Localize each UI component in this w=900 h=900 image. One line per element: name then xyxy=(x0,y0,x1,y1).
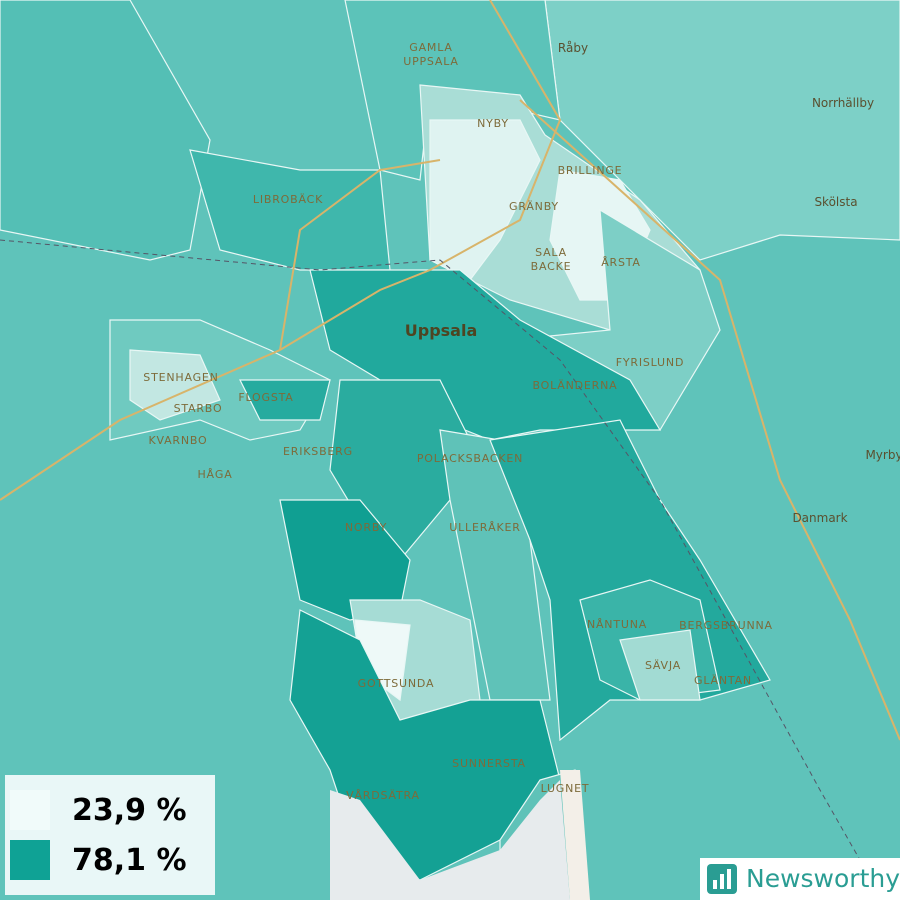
place-label: HÅGA xyxy=(197,468,232,481)
place-label: SALA xyxy=(535,246,567,259)
district xyxy=(309,269,662,441)
place-label: ULLERÅKER xyxy=(449,521,520,534)
place-label: Myrby xyxy=(865,448,900,462)
place-label: STENHAGEN xyxy=(143,371,218,384)
legend-label: 23,9 % xyxy=(72,793,187,828)
place-label: Danmark xyxy=(792,511,847,525)
legend-swatch xyxy=(10,840,50,880)
legend-label: 78,1 % xyxy=(72,843,187,878)
place-label: SUNNERSTA xyxy=(452,757,526,770)
district xyxy=(544,0,900,261)
road xyxy=(519,99,900,741)
place-label: GLÄNTAN xyxy=(694,674,752,687)
place-label: SÄVJA xyxy=(645,659,681,672)
district xyxy=(0,0,211,261)
place-label: GAMLA xyxy=(409,41,452,54)
place-label: ÅRSTA xyxy=(601,256,641,269)
logo-bar xyxy=(727,869,731,889)
place-label: Råby xyxy=(558,41,588,55)
place-label: NÅNTUNA xyxy=(587,618,647,631)
district xyxy=(429,119,541,281)
brand-logo: Newsworthy xyxy=(700,858,900,900)
place-label: FYRISLUND xyxy=(616,356,684,369)
place-label: NORBY xyxy=(345,521,387,534)
district xyxy=(239,379,331,421)
road xyxy=(279,159,441,351)
place-label: UPPSALA xyxy=(403,55,459,68)
legend-swatch xyxy=(10,790,50,830)
place-label: GRÄNBY xyxy=(509,200,559,213)
district xyxy=(129,349,221,421)
place-label: STARBO xyxy=(174,402,223,415)
place-label: NYBY xyxy=(477,117,509,130)
place-label: VÅRDSÄTRA xyxy=(346,789,420,802)
place-label: FLOGSTA xyxy=(238,391,293,404)
roads xyxy=(0,0,900,861)
district xyxy=(619,629,701,701)
brand-name: Newsworthy xyxy=(746,864,900,893)
land xyxy=(560,770,590,900)
water xyxy=(330,780,570,900)
place-label: KVARNBO xyxy=(148,434,207,447)
place-label: BACKE xyxy=(531,260,572,273)
place-labels: Råby Norrhällby Skölsta Myrby Danmark GA… xyxy=(143,41,900,802)
place-label: BOLÄNDERNA xyxy=(533,379,618,392)
railway xyxy=(0,239,861,861)
place-label: BERGSBRUNNA xyxy=(679,619,773,632)
city-label: Uppsala xyxy=(405,321,478,340)
place-label: POLACKSBACKEN xyxy=(417,452,523,465)
legend: 23,9 % 78,1 % xyxy=(5,775,215,895)
place-label: LUGNET xyxy=(541,782,590,795)
road xyxy=(0,0,562,501)
place-label: Norrhällby xyxy=(812,96,874,110)
place-label: Skölsta xyxy=(814,195,857,209)
place-label: ERIKSBERG xyxy=(283,445,353,458)
logo-bar xyxy=(713,880,717,889)
place-label: BRILLINGE xyxy=(558,164,623,177)
place-label: LIBROBÄCK xyxy=(253,193,323,206)
logo-bar xyxy=(720,874,724,889)
place-label: GOTTSUNDA xyxy=(358,677,435,690)
